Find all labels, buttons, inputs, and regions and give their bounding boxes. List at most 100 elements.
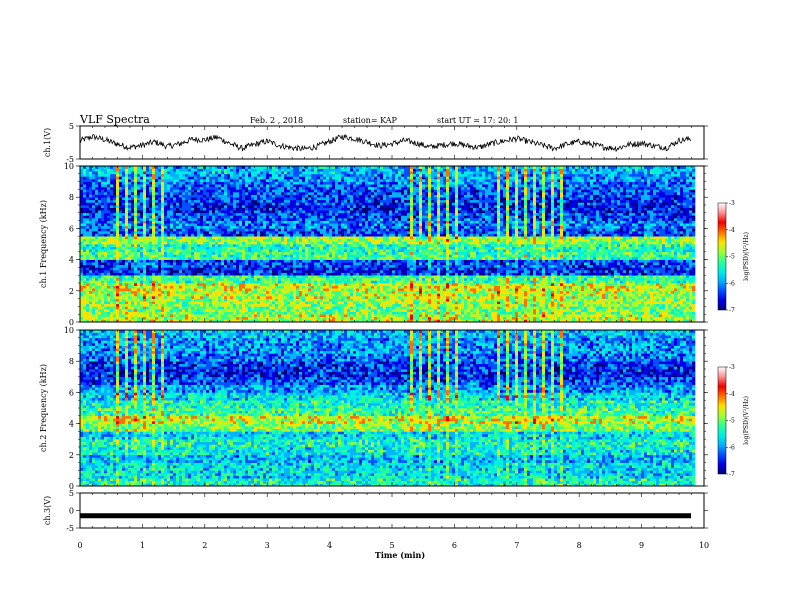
heatmap-cell (83, 317, 86, 320)
heatmap-cell (257, 306, 260, 309)
heatmap-cell (329, 293, 332, 296)
heatmap-cell (161, 293, 164, 296)
heatmap-cell (242, 304, 245, 307)
heatmap-cell (380, 301, 383, 304)
heatmap-cell (155, 296, 158, 299)
heatmap-cell (365, 299, 368, 302)
heatmap-cell (191, 312, 194, 315)
heatmap-cell (137, 314, 140, 317)
heatmap-cell (185, 314, 188, 317)
heatmap-cell (566, 312, 569, 315)
heatmap-cell (203, 296, 206, 299)
heatmap-cell (470, 301, 473, 304)
heatmap-cell (368, 304, 371, 307)
heatmap-cell (515, 304, 518, 307)
heatmap-cell (338, 317, 341, 320)
heatmap-cell (674, 304, 677, 307)
heatmap-cell (95, 317, 98, 320)
heatmap-cell (344, 293, 347, 296)
heatmap-cell (326, 312, 329, 315)
heatmap-cell (617, 317, 620, 320)
heatmap-cell (611, 312, 614, 315)
heatmap-cell (482, 314, 485, 317)
heatmap-cell (482, 301, 485, 304)
heatmap-cell (320, 312, 323, 315)
heatmap-cell (302, 306, 305, 309)
heatmap-cell (215, 293, 218, 296)
heatmap-cell (626, 309, 629, 312)
heatmap-cell (422, 312, 425, 315)
heatmap-cell (281, 312, 284, 315)
heatmap-cell (245, 296, 248, 299)
heatmap-cell (392, 312, 395, 315)
heatmap-cell (413, 301, 416, 304)
heatmap-cell (599, 317, 602, 320)
heatmap-cell (191, 293, 194, 296)
heatmap-cell (590, 309, 593, 312)
heatmap-cell (533, 293, 536, 296)
heatmap-cell (224, 309, 227, 312)
heatmap-cell (617, 309, 620, 312)
heatmap-cell (539, 304, 542, 307)
heatmap-cell (500, 296, 503, 299)
heatmap-cell (662, 301, 665, 304)
heatmap-cell (506, 306, 509, 309)
heatmap-cell (110, 291, 113, 294)
heatmap-cell (680, 296, 683, 299)
heatmap-cell (587, 296, 590, 299)
heatmap-cell (83, 312, 86, 315)
heatmap-cell (125, 301, 128, 304)
heatmap-cell (431, 309, 434, 312)
heatmap-cell (485, 314, 488, 317)
heatmap-cell (200, 309, 203, 312)
heatmap-cell (185, 309, 188, 312)
heatmap-cell (332, 299, 335, 302)
heatmap-cell (653, 301, 656, 304)
heatmap-cell (467, 299, 470, 302)
heatmap-cell (305, 312, 308, 315)
heatmap-cell (128, 304, 131, 307)
heatmap-cell (629, 314, 632, 317)
heatmap-cell (299, 293, 302, 296)
heatmap-cell (203, 312, 206, 315)
heatmap-cell (113, 314, 116, 317)
heatmap-cell (230, 296, 233, 299)
heatmap-cell (497, 314, 500, 317)
heatmap-cell (143, 291, 146, 294)
heatmap-cell (407, 304, 410, 307)
heatmap-cell (395, 314, 398, 317)
heatmap-cell (626, 304, 629, 307)
heatmap-cell (353, 296, 356, 299)
heatmap-cell (677, 304, 680, 307)
heatmap-cell (506, 293, 509, 296)
heatmap-cell (557, 309, 560, 312)
heatmap-cell (449, 301, 452, 304)
heatmap-cell (515, 309, 518, 312)
heatmap-cell (668, 317, 671, 320)
heatmap-cell (443, 306, 446, 309)
heatmap-cell (359, 304, 362, 307)
heatmap-cell (341, 296, 344, 299)
heatmap-cell (302, 312, 305, 315)
heatmap-cell (101, 293, 104, 296)
heatmap-cell (380, 309, 383, 312)
heatmap-cell (569, 317, 572, 320)
heatmap-cell (656, 312, 659, 315)
heatmap-cell (167, 312, 170, 315)
heatmap-cell (605, 304, 608, 307)
heatmap-cell (266, 312, 269, 315)
chart-title: VLF Spectra (79, 113, 150, 126)
heatmap-cell (629, 312, 632, 315)
heatmap-cell (347, 293, 350, 296)
heatmap-cell (263, 304, 266, 307)
heatmap-cell (602, 314, 605, 317)
heatmap-cell (131, 306, 134, 309)
heatmap-cell (269, 296, 272, 299)
heatmap-cell (500, 312, 503, 315)
heatmap-cell (413, 299, 416, 302)
heatmap-cell (578, 301, 581, 304)
heatmap-cell (308, 293, 311, 296)
heatmap-cell (425, 309, 428, 312)
heatmap-cell (368, 293, 371, 296)
heatmap-cell (263, 309, 266, 312)
